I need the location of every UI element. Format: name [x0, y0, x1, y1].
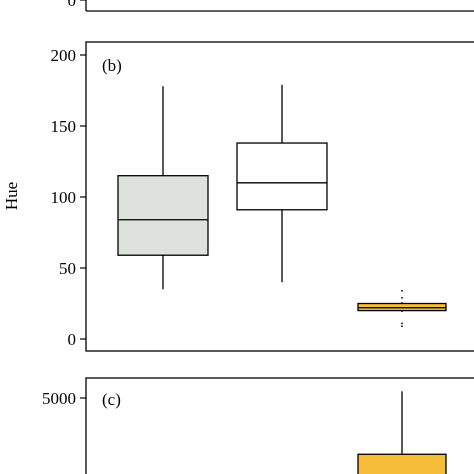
- y-tick-label: 200: [51, 46, 77, 65]
- panel-c: (c) 40005000: [42, 377, 474, 474]
- y-tick-label: 0: [68, 330, 77, 349]
- panel-b: (b) Hue 0 50 100 150 200: [2, 41, 474, 352]
- box: [117, 175, 209, 256]
- y-axis-title: Hue: [2, 182, 21, 210]
- y-tick-label: 5000: [42, 389, 76, 408]
- panel-c-y-ticks: 40005000: [42, 389, 86, 474]
- outlier-point: [401, 325, 403, 328]
- box: [236, 142, 328, 211]
- y-tick-label: 50: [59, 259, 76, 278]
- box-group-1: [117, 86, 209, 290]
- box: [357, 453, 447, 474]
- box: [357, 302, 447, 312]
- outlier-point: [401, 296, 403, 299]
- panel-b-label: (b): [102, 56, 122, 75]
- y-tick-label: 150: [51, 117, 77, 136]
- panel-a-tick-label: 0: [68, 0, 77, 10]
- panel-b-boxes: [117, 84, 447, 328]
- outlier-point: [401, 322, 403, 325]
- outlier-point: [401, 289, 403, 292]
- panel-c-label: (c): [102, 390, 121, 409]
- panel-c-boxes: [357, 391, 447, 474]
- box-group-3: [357, 391, 447, 474]
- box-group-2: [236, 84, 328, 283]
- y-tick-label: 100: [51, 188, 77, 207]
- panel-a: 0: [68, 0, 474, 12]
- panel-b-y-ticks: 0 50 100 150 200: [51, 46, 86, 349]
- box-group-3: [357, 289, 447, 328]
- panel-c-frame: [85, 377, 474, 474]
